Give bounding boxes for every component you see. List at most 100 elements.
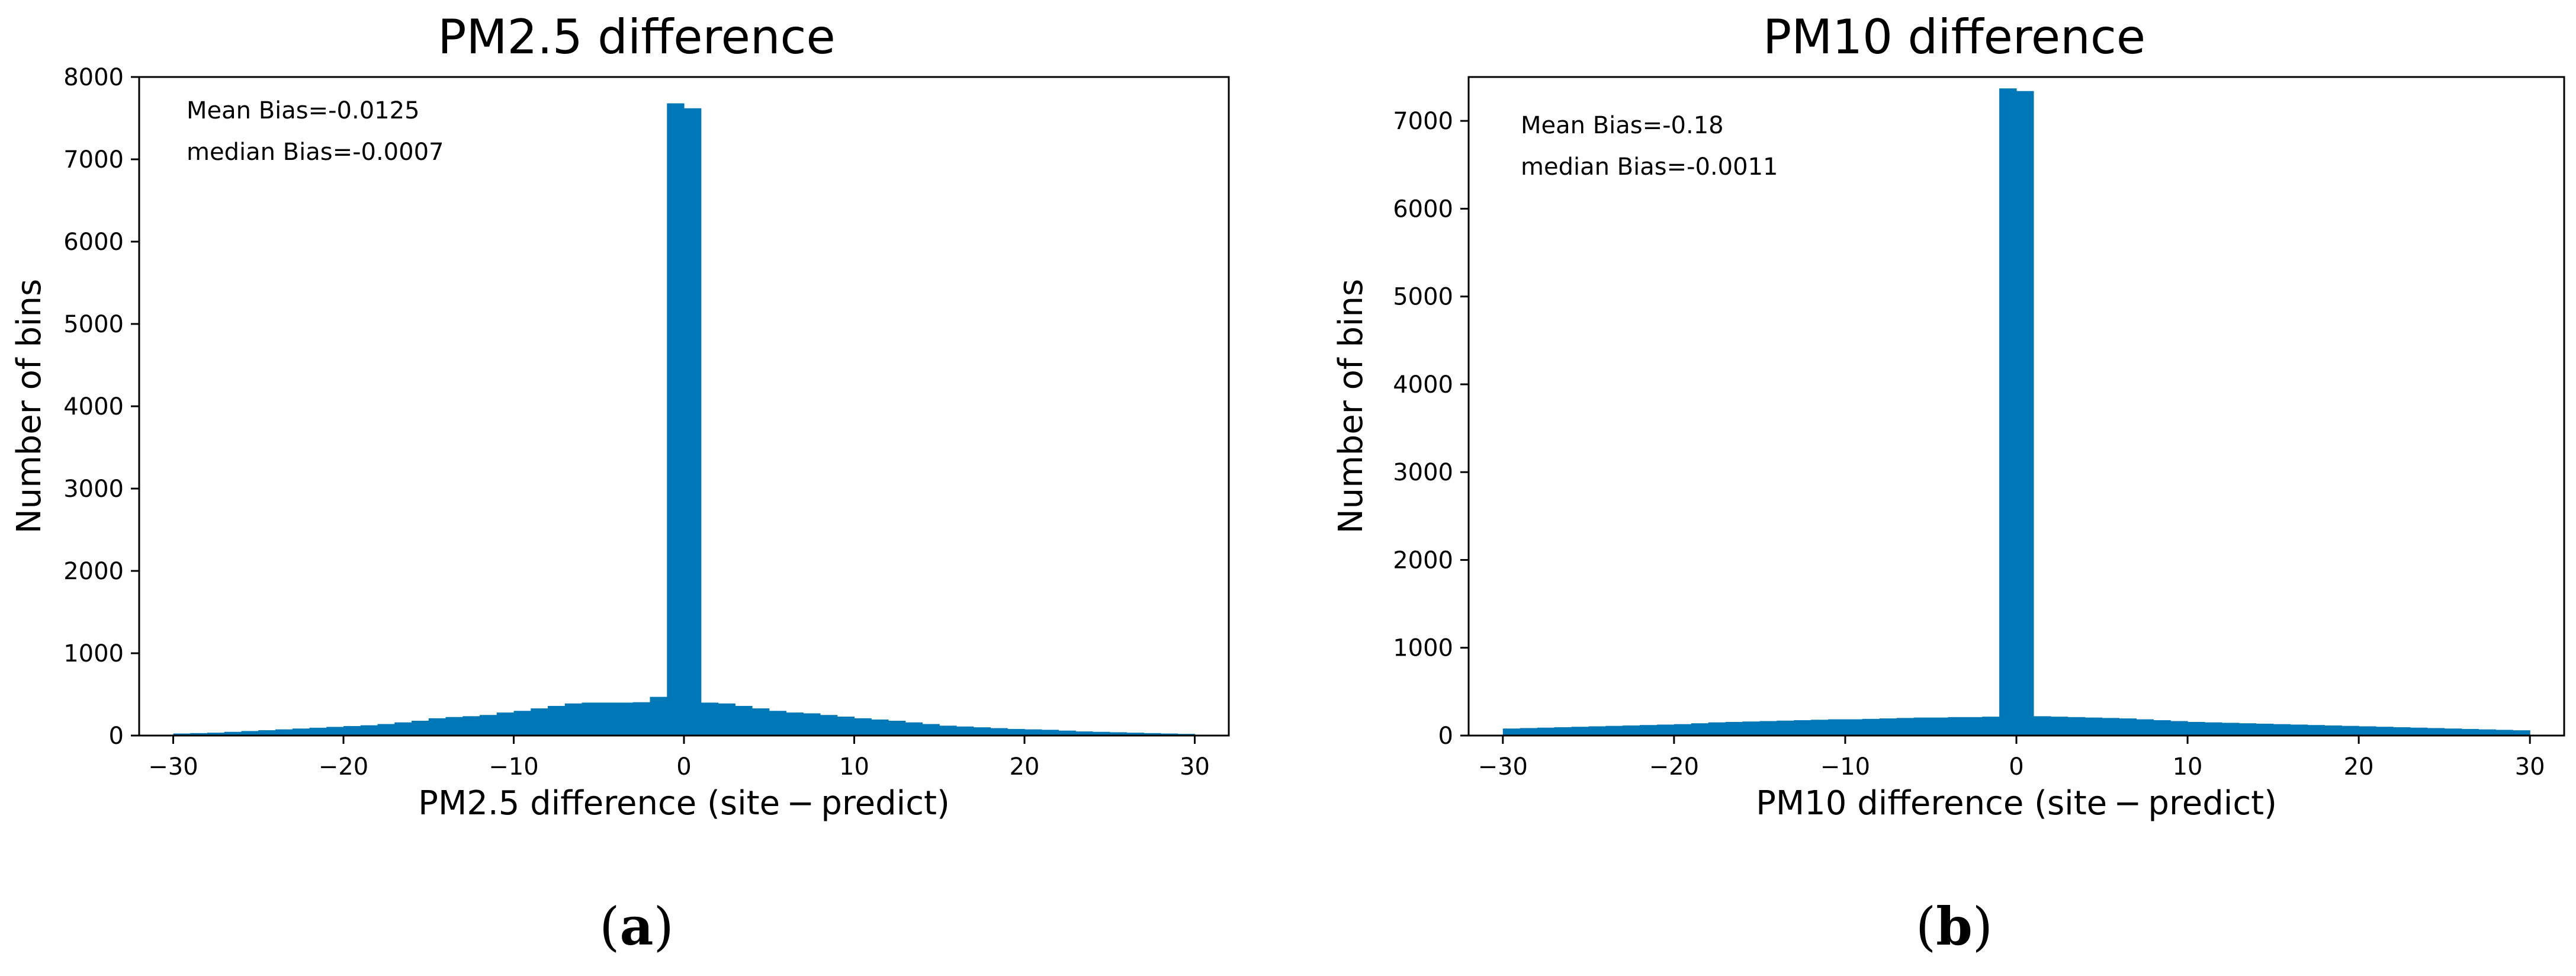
histogram-bar	[2307, 725, 2325, 736]
y-tick-label: 7000	[1393, 108, 1453, 135]
histogram-bar	[224, 731, 242, 736]
histogram-bar	[2136, 719, 2154, 736]
histogram-bar	[2238, 723, 2257, 736]
histogram-bar	[1656, 724, 1675, 736]
histogram-bar	[769, 711, 787, 736]
y-tick-label: 3000	[63, 476, 124, 503]
histogram-bar	[326, 727, 344, 736]
y-tick-label: 5000	[1393, 284, 1453, 311]
histogram-bar	[1742, 721, 1761, 736]
histogram-bar	[1913, 717, 1932, 736]
histogram-bar	[1537, 727, 1555, 736]
y-tick-label: 0	[1438, 723, 1453, 750]
histogram-bar	[684, 108, 702, 736]
histogram-bar	[1623, 725, 1640, 736]
y-tick-label: 5000	[63, 311, 124, 338]
histogram-bar	[428, 718, 447, 736]
histogram-bar	[735, 705, 753, 736]
histogram-bar	[2478, 729, 2496, 736]
histogram-bar	[2170, 721, 2188, 736]
histogram-bar	[275, 729, 293, 736]
histogram-bar	[871, 719, 889, 736]
histogram-bar	[462, 716, 480, 736]
panel-label-b: (b)	[1916, 895, 1993, 957]
histogram-bar	[564, 703, 583, 736]
histogram-bar	[394, 722, 412, 736]
histogram-bar	[1896, 718, 1915, 736]
histogram-bar	[990, 728, 1008, 736]
histogram-bar	[2427, 728, 2445, 736]
histogram-bar	[837, 717, 855, 736]
x-tick-label: −10	[1820, 753, 1870, 781]
histogram-bar	[1948, 717, 1965, 736]
histogram-bar	[888, 720, 906, 736]
histogram-bar	[2376, 727, 2394, 736]
x-axis-label: PM10 difference (site − predict)	[1756, 784, 2277, 823]
x-tick-label: 20	[1010, 753, 1040, 781]
histogram-bar	[1041, 730, 1059, 736]
x-tick-label: −20	[319, 753, 368, 781]
histogram-bar	[1571, 727, 1589, 736]
histogram-bar	[650, 696, 667, 736]
histogram-bar	[2204, 722, 2222, 736]
histogram-bar	[2084, 717, 2103, 736]
histogram-bar	[1999, 88, 2017, 736]
histogram-bar	[531, 708, 548, 736]
histogram-bar	[2273, 724, 2291, 736]
histogram-bar	[1777, 720, 1794, 736]
histogram-bar	[632, 702, 651, 736]
chart-panel-b: PM10 difference −30 −20 −10 0 10 20 30 0 1000 20…	[1332, 9, 2565, 957]
histogram-bar	[786, 712, 804, 736]
histogram-bar	[2050, 717, 2068, 736]
histogram-bar	[1007, 728, 1025, 736]
histogram-bar	[2153, 720, 2171, 736]
histogram-bar	[2016, 91, 2034, 736]
histogram-bar	[445, 717, 463, 736]
chart-panel-a: PM2.5 difference −30 −20 −10 0 10 20 30 0 1000 2…	[10, 9, 1230, 957]
histogram-bar	[616, 702, 634, 736]
histogram-bars	[173, 103, 1196, 736]
y-axis-label: Number of bins	[1332, 279, 1370, 534]
histogram-bar	[548, 705, 566, 736]
histogram-bar	[2341, 725, 2359, 736]
histogram-bar	[1588, 726, 1606, 736]
y-tick-label: 7000	[63, 146, 124, 174]
histogram-bar	[2495, 730, 2513, 736]
median-bias-annotation: median Bias=-0.0011	[1521, 153, 1778, 181]
histogram-bar	[1725, 722, 1743, 736]
histogram-bar	[752, 708, 770, 736]
x-tick-label: 0	[676, 753, 691, 781]
histogram-bar	[922, 724, 940, 736]
histogram-bar	[480, 715, 497, 736]
histogram-bar	[1691, 723, 1709, 736]
histogram-bar	[1024, 729, 1042, 736]
histogram-bar	[1811, 720, 1829, 736]
histogram-bar	[1982, 717, 2000, 736]
histogram-bar	[582, 702, 599, 736]
histogram-bar	[1931, 717, 1948, 736]
chart-title: PM2.5 difference	[438, 9, 836, 65]
histogram-bar	[1161, 733, 1178, 736]
x-tick-label: 10	[839, 753, 869, 781]
histogram-bar	[2188, 722, 2205, 736]
y-tick-label: 6000	[1393, 195, 1453, 223]
histogram-bar	[1502, 728, 1521, 736]
histogram-bar	[377, 724, 395, 736]
histogram-bars	[1502, 88, 2530, 736]
x-tick-label: −30	[148, 753, 198, 781]
histogram-bar	[2392, 727, 2411, 736]
histogram-bar	[207, 733, 225, 736]
histogram-bar	[1075, 731, 1093, 736]
histogram-bar	[1093, 731, 1110, 736]
histogram-bar	[173, 733, 191, 736]
histogram-bar	[939, 725, 957, 736]
histogram-bar	[599, 702, 616, 736]
y-tick-label: 0	[109, 723, 124, 750]
histogram-bar	[2119, 718, 2137, 736]
histogram-bar	[292, 728, 310, 736]
histogram-bar	[905, 722, 923, 736]
histogram-bar	[667, 103, 685, 736]
mean-bias-annotation: Mean Bias=-0.0125	[187, 97, 420, 124]
x-tick-label: 30	[1180, 753, 1210, 781]
histogram-bar	[2290, 724, 2308, 736]
